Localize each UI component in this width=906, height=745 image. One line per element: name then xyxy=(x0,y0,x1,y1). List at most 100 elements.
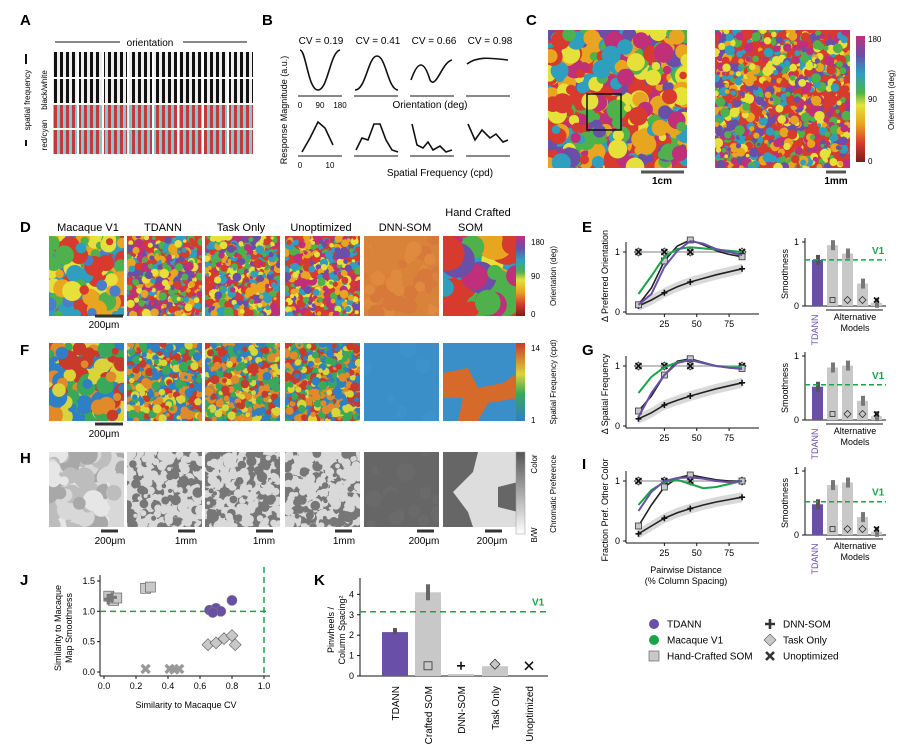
e-s-alt-1: Alternative xyxy=(834,312,877,322)
e-s-ytick-label: 1 xyxy=(794,237,799,247)
e-xtick-label: 25 xyxy=(659,319,669,329)
i-s-marker-3 xyxy=(858,524,867,534)
g-s-ytick-label: 0 xyxy=(794,415,799,425)
map-r1-c5 xyxy=(443,343,518,421)
g-xtick-label: 25 xyxy=(659,433,669,443)
map-r0-c1 xyxy=(127,236,202,316)
j-xtick-label: 0.4 xyxy=(162,681,175,691)
map-r2-c5-region-b xyxy=(498,482,518,512)
bw-label: black/white xyxy=(40,70,49,110)
e-point-unoptimized xyxy=(660,248,668,256)
legend-marker-2 xyxy=(648,650,660,662)
b-xtick-b0: 0 xyxy=(298,161,303,170)
g-ytick-label: 0 xyxy=(615,421,620,431)
i-s-bar-0 xyxy=(812,504,823,535)
i-s-bar-1 xyxy=(827,485,838,535)
panel-label-e: E xyxy=(582,219,592,236)
cb-h-color: Color xyxy=(530,454,539,473)
map-r2-c1 xyxy=(127,452,202,527)
i-s-err-2 xyxy=(846,477,850,488)
cb-c-label: Orientation (deg) xyxy=(887,70,896,130)
j-ylabel-2: Map Smoothness xyxy=(64,592,74,663)
g-point-dnn-som xyxy=(687,393,694,399)
g-xtick-label: 75 xyxy=(724,433,734,443)
b-xtick-b10: 10 xyxy=(326,161,335,170)
col-title-task: Task Only xyxy=(217,222,266,234)
j-point-task xyxy=(228,638,242,652)
cb-h-label: Chromatic Preference xyxy=(549,455,558,533)
panel-label-k: K xyxy=(314,572,325,589)
e-s-ytick-label: 0 xyxy=(794,301,799,311)
j-ytick-label: 1.5 xyxy=(82,576,95,586)
colorbar-h xyxy=(515,451,526,535)
legend-marker-5 xyxy=(765,651,775,661)
i-dnnsom-band xyxy=(638,492,743,539)
k-bar-3 xyxy=(482,666,508,676)
e-s-tdann-label: TDANN xyxy=(810,315,820,346)
j-point-dnnsom xyxy=(107,592,117,603)
i-s-alt-1: Alternative xyxy=(834,541,877,551)
legend: TDANN Macaque V1 Hand-Crafted SOM DNN-SOM Ta… xyxy=(648,619,839,663)
i-s-alt-2: Models xyxy=(840,552,870,562)
i-s-err-0 xyxy=(816,499,820,510)
k-ytick-label: 4 xyxy=(349,589,354,599)
col-title-unopt: Unoptimized xyxy=(290,222,351,234)
j-point-tdann xyxy=(226,595,238,606)
map-r2-c4 xyxy=(364,452,439,527)
cv-label-3: CV = 0.66 xyxy=(412,36,457,47)
g-s-bar-1 xyxy=(827,367,838,420)
b-xtick-180: 180 xyxy=(333,101,347,110)
i-ytick-label: 1 xyxy=(615,476,620,486)
i-point-dnn-som xyxy=(739,494,746,501)
i-point-dnn-som xyxy=(687,505,694,512)
j-point-unopt xyxy=(173,663,185,675)
legend-marker-4 xyxy=(763,633,777,647)
col-title-dnnsom: DNN-SOM xyxy=(379,222,432,234)
panel-label-a: A xyxy=(20,12,31,29)
line-plots: 0 1 25 50 75 0 1 25 50 75 0 1 25 50 75 xyxy=(615,236,759,558)
j-ytick-label: 0.0 xyxy=(82,667,95,677)
g-s-err-0 xyxy=(816,381,820,392)
i-s-ytick-label: 0 xyxy=(794,530,799,540)
b-xtick-0: 0 xyxy=(298,101,303,110)
cv-label-2: CV = 0.41 xyxy=(356,36,401,47)
e-point-dnn-som xyxy=(661,289,668,296)
map-r1-c3 xyxy=(285,343,360,421)
scale-h-4: 1mm xyxy=(333,536,355,547)
grating-grid xyxy=(53,52,253,154)
i-s-tdann-label: TDANN xyxy=(810,544,820,575)
g-line-tdann xyxy=(637,358,743,418)
map-r2-c2 xyxy=(205,452,280,527)
e-ytick-label: 1 xyxy=(615,247,620,257)
panel-label-i: I xyxy=(582,456,586,473)
k-marker-1 xyxy=(423,661,433,671)
k-marker-3 xyxy=(489,658,501,670)
map-r0-c5 xyxy=(443,236,518,316)
bars-k: 0 1 2 3 4 TDANN Hand Crafted SOM DNN-SOM Task On… xyxy=(349,578,548,745)
map-r1-c2 xyxy=(205,343,280,421)
g-point-dnn-som xyxy=(739,379,746,386)
legend-marker-3 xyxy=(765,619,775,629)
k-marker-4 xyxy=(524,661,534,671)
cb-f-1: 1 xyxy=(531,416,536,425)
redcyan-label: red/cyan xyxy=(40,120,49,151)
g-s-tdann-label: TDANN xyxy=(810,429,820,460)
e-line-tdann xyxy=(637,240,743,306)
sf-axis-label: spatial frequency xyxy=(23,70,32,130)
g-s-marker-2 xyxy=(843,409,852,419)
e-s-err-1 xyxy=(831,240,835,251)
k-ytick-label: 0 xyxy=(349,671,354,681)
scale-c-left: 1cm xyxy=(652,176,672,187)
k-marker-2 xyxy=(457,661,465,670)
cv-label-4: CV = 0.98 xyxy=(468,36,513,47)
g-s-marker-3 xyxy=(858,409,867,419)
g-ylabel: Δ Spatial Frequency xyxy=(600,353,610,434)
lineplot-i: 0 1 25 50 75 xyxy=(615,471,759,558)
e-s-bar-2 xyxy=(842,253,853,306)
i-point-dnn-som xyxy=(661,515,668,522)
e-s-err-3 xyxy=(861,278,865,289)
i-point-dnn-som xyxy=(635,530,642,537)
g-point-hand-crafted-som xyxy=(686,355,694,363)
e-point-unoptimized xyxy=(634,248,643,256)
e-point-dnn-som xyxy=(687,279,694,285)
